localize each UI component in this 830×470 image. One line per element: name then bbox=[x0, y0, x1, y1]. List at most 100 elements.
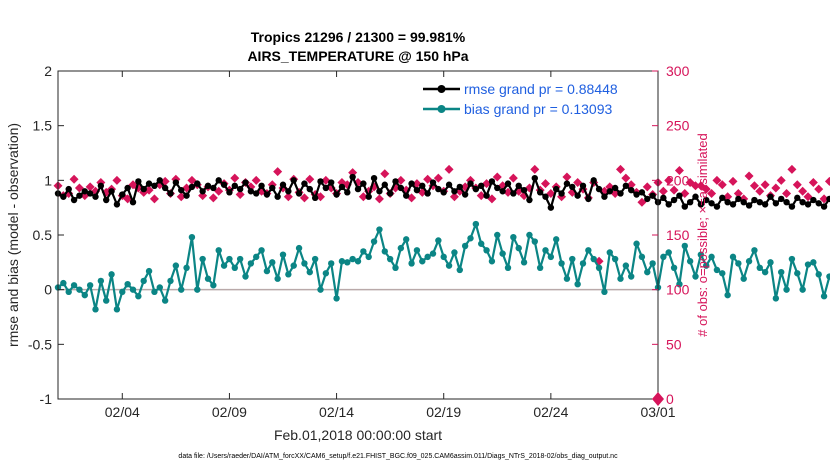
y-tick-left-label: 2 bbox=[44, 63, 52, 79]
bias-point bbox=[478, 240, 485, 247]
rmse-point bbox=[183, 192, 190, 199]
bias-point bbox=[274, 275, 281, 282]
rmse-point bbox=[440, 189, 447, 196]
bias-point bbox=[649, 260, 656, 267]
bias-point bbox=[756, 264, 763, 271]
bias-point bbox=[151, 288, 158, 296]
bias-point bbox=[815, 271, 822, 278]
rmse-point bbox=[151, 182, 158, 189]
rmse-point bbox=[494, 184, 501, 192]
bias-point bbox=[563, 275, 571, 282]
bias-point bbox=[242, 273, 249, 280]
obs-count-point bbox=[74, 183, 84, 193]
obs-count-point bbox=[760, 180, 770, 190]
obs-count-point bbox=[733, 188, 743, 198]
rmse-point bbox=[103, 196, 110, 204]
obs-count-point bbox=[792, 180, 802, 190]
x-tick-label: 02/04 bbox=[105, 404, 140, 420]
bias-point bbox=[295, 244, 303, 252]
obs-count-point bbox=[744, 171, 754, 181]
obs-count-point bbox=[664, 175, 674, 185]
bias-point bbox=[451, 249, 458, 256]
rmse-point bbox=[456, 183, 463, 191]
rmse-point bbox=[788, 203, 796, 210]
bias-point bbox=[236, 255, 244, 263]
rmse-point bbox=[97, 182, 105, 189]
y-tick-left-label: 0 bbox=[44, 282, 52, 298]
bias-point bbox=[124, 281, 131, 288]
obs-count-point bbox=[380, 169, 390, 179]
obs-count-point bbox=[492, 172, 502, 182]
bias-point bbox=[536, 264, 544, 271]
rmse-point bbox=[719, 194, 726, 202]
rmse-point bbox=[676, 192, 683, 199]
obs-count-point bbox=[144, 185, 154, 195]
bias-point bbox=[435, 237, 442, 244]
rmse-point bbox=[761, 201, 769, 208]
rmse-point bbox=[413, 186, 421, 194]
y-axis-right-label: # of obs: o=possible; ×=assimilated bbox=[695, 133, 710, 336]
bias-point bbox=[97, 277, 105, 285]
bias-point bbox=[360, 248, 367, 255]
rmse-point bbox=[670, 196, 678, 204]
bias-point bbox=[403, 236, 410, 243]
bias-point bbox=[140, 277, 147, 285]
rmse-point bbox=[708, 200, 715, 207]
bias-point bbox=[220, 262, 228, 269]
obs-count-point bbox=[299, 193, 309, 203]
obs-count-point bbox=[214, 186, 224, 196]
rmse-point bbox=[231, 182, 238, 189]
rmse-point bbox=[692, 193, 699, 200]
bias-point bbox=[708, 253, 715, 261]
rmse-point bbox=[451, 188, 458, 195]
x-tick-label: 02/19 bbox=[426, 404, 461, 420]
obs-count-point bbox=[149, 194, 159, 204]
y-tick-right-label: 250 bbox=[666, 118, 690, 134]
rmse-point bbox=[258, 182, 265, 189]
bias-point bbox=[119, 288, 126, 296]
rmse-point bbox=[408, 180, 415, 187]
data-file-note: data file: /Users/raeder/DAI/ATM_forcXX/… bbox=[178, 453, 618, 460]
rmse-point bbox=[531, 174, 538, 182]
bias-point bbox=[622, 262, 630, 269]
chart-title-line2: AIRS_TEMPERATURE @ 150 hPa bbox=[247, 48, 468, 64]
obs-count-point bbox=[782, 188, 792, 198]
rmse-point bbox=[826, 195, 830, 203]
rmse-point bbox=[403, 192, 410, 199]
bias-point bbox=[194, 286, 201, 293]
bias-point bbox=[135, 293, 142, 300]
rmse-point bbox=[397, 184, 405, 192]
obs-count-point bbox=[814, 184, 824, 194]
bias-point bbox=[306, 268, 313, 276]
bias-point bbox=[113, 306, 121, 313]
obs-count-point bbox=[187, 175, 197, 185]
bias-point bbox=[735, 260, 742, 267]
x-tick-label: 02/14 bbox=[319, 404, 354, 420]
bias-point bbox=[660, 253, 667, 261]
bias-line bbox=[57, 222, 830, 311]
rmse-point bbox=[119, 191, 126, 198]
bias-point bbox=[628, 273, 635, 280]
obs-count-point bbox=[273, 167, 283, 177]
bias-point bbox=[156, 284, 163, 291]
rmse-point bbox=[515, 182, 522, 189]
rmse-point bbox=[745, 202, 753, 209]
obs-count-point bbox=[701, 184, 711, 194]
y-tick-right-label: 0 bbox=[666, 391, 674, 407]
bias-point bbox=[633, 240, 640, 247]
bias-point bbox=[826, 273, 830, 280]
bias-point bbox=[354, 258, 362, 265]
bias-point bbox=[472, 220, 480, 228]
rmse-point bbox=[756, 199, 763, 206]
obs-count-point bbox=[808, 178, 818, 188]
rmse-point bbox=[317, 178, 324, 185]
legend-rmse-marker bbox=[437, 85, 446, 93]
rmse-point bbox=[354, 185, 362, 193]
bias-point bbox=[65, 288, 72, 296]
rmse-point bbox=[429, 179, 437, 186]
bias-point bbox=[92, 306, 99, 313]
rmse-point bbox=[660, 194, 667, 202]
rmse-point bbox=[681, 203, 688, 210]
bias-point bbox=[767, 259, 774, 266]
rmse-point bbox=[445, 181, 453, 188]
